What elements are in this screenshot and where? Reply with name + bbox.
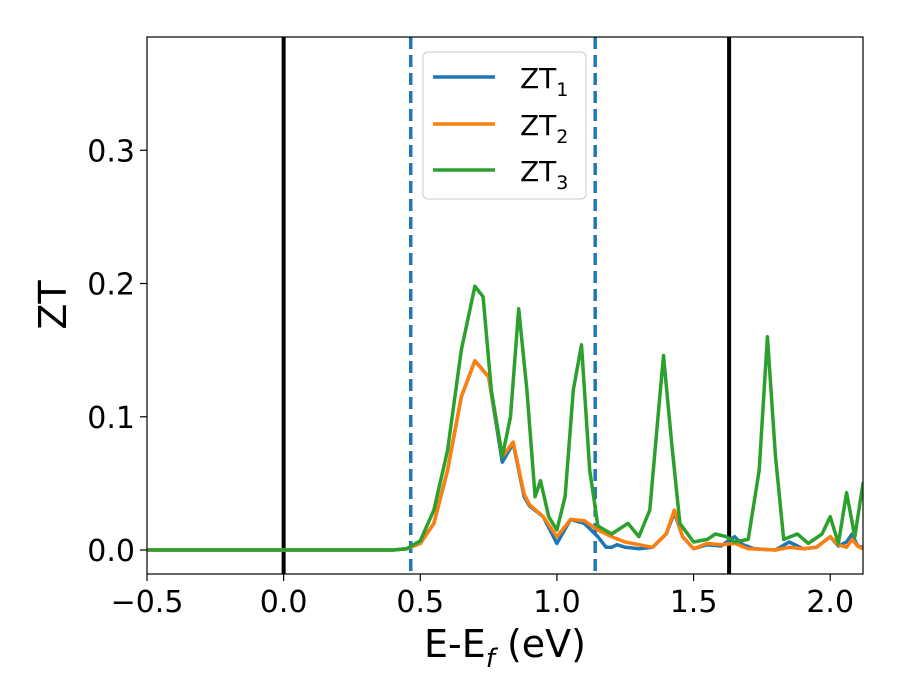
legend: ZT1 ZT2 ZT3 xyxy=(422,51,587,200)
x-tick-label: 0.5 xyxy=(396,585,444,620)
x-tick-label: 1.0 xyxy=(533,585,581,620)
y-axis-ticks: 0.0 0.1 0.2 0.3 xyxy=(87,134,147,569)
plot-frame xyxy=(146,36,864,575)
y-tick-label: 0.3 xyxy=(87,134,135,169)
x-tick-label: 2.0 xyxy=(806,585,854,620)
y-tick-label: 0.2 xyxy=(87,268,135,303)
x-axis-title: E-Ef (eV) xyxy=(424,622,586,674)
x-tick-label: −0.5 xyxy=(111,585,184,620)
x-tick-label: 0.0 xyxy=(260,585,308,620)
legend-label-zt2: ZT2 xyxy=(520,109,568,148)
y-tick-label: 0.1 xyxy=(87,401,135,436)
legend-label-zt3: ZT3 xyxy=(520,155,568,194)
x-tick-label: 1.5 xyxy=(670,585,718,620)
series-line-zt2 xyxy=(147,359,863,552)
reference-lines xyxy=(281,37,732,574)
y-axis-title: ZT xyxy=(31,280,75,330)
series-line-zt3 xyxy=(147,284,863,552)
legend-label-zt1: ZT1 xyxy=(520,62,568,101)
y-tick-label: 0.0 xyxy=(87,534,135,569)
legend-box xyxy=(422,51,587,200)
x-axis-ticks: −0.5 0.0 0.5 1.0 1.5 2.0 xyxy=(111,574,854,620)
series-lines xyxy=(147,284,863,552)
